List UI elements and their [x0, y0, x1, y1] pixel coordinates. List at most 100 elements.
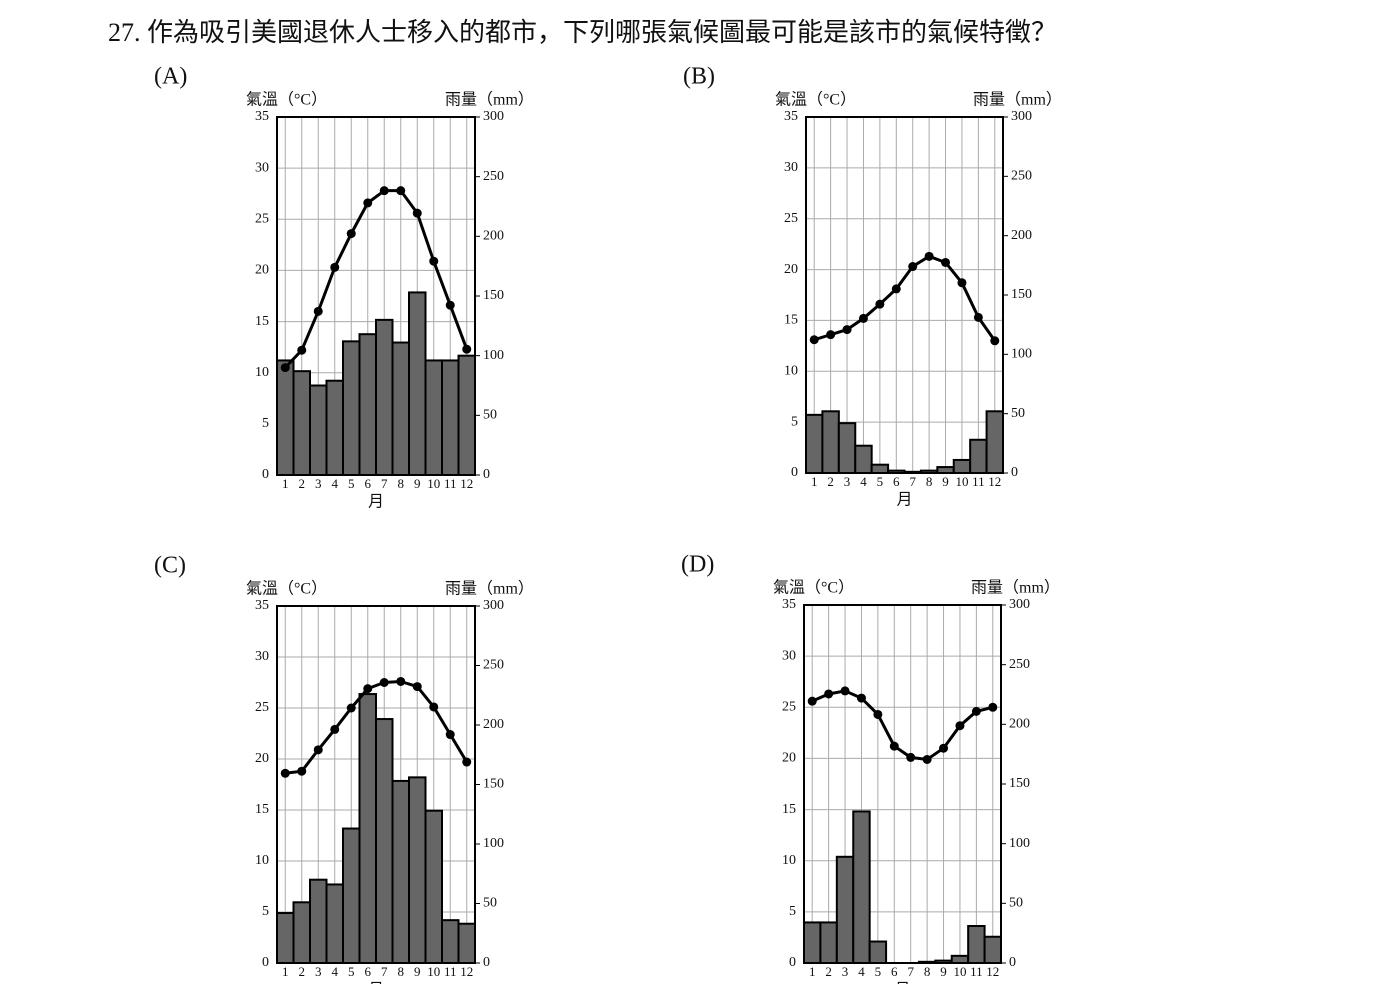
x-tick-label: 2 [825, 964, 832, 979]
y-tick-label: 15 [255, 314, 269, 329]
temp-point [462, 344, 472, 354]
y2-axis-label: 雨量（mm） [971, 579, 1060, 597]
y2-tick-label: 200 [483, 229, 504, 244]
x-tick-label: 8 [398, 964, 405, 979]
temp-point [346, 229, 356, 239]
temp-point [988, 702, 998, 712]
x-tick-label: 6 [365, 476, 372, 491]
plot-frame [803, 604, 1002, 964]
temp-point [429, 702, 439, 712]
precip-bar [292, 370, 311, 476]
precip-bar [325, 379, 344, 476]
x-tick-label: 11 [444, 964, 457, 979]
x-tick-label: 7 [381, 964, 388, 979]
y2-tick-label: 300 [1011, 109, 1032, 124]
panel-label: (A) [154, 64, 187, 90]
precip-bar [985, 410, 1004, 474]
y2-tick-label: 200 [1011, 228, 1032, 243]
y2-tick-label: 300 [483, 598, 504, 613]
temp-point [824, 689, 834, 699]
x-axis-label: 月 [368, 982, 384, 984]
y-tick-label: 5 [789, 904, 796, 919]
precip-bar [342, 340, 361, 477]
y-tick-label: 0 [789, 955, 796, 970]
y2-tick-label: 0 [483, 955, 490, 970]
precip-bar [375, 718, 394, 964]
x-tick-label: 9 [942, 474, 949, 489]
y-tick-label: 30 [255, 160, 269, 175]
precip-bar [854, 444, 873, 474]
x-tick-label: 12 [460, 476, 473, 491]
temp-point [396, 676, 406, 686]
y-axis-label: 氣溫（°C） [773, 579, 854, 597]
temp-point [842, 325, 852, 335]
precip-bar [952, 458, 972, 474]
x-tick-label: 9 [414, 964, 421, 979]
x-tick-label: 10 [427, 476, 440, 491]
panel-label: (D) [681, 552, 714, 578]
x-tick-label: 10 [953, 964, 966, 979]
x-tick-label: 8 [924, 964, 931, 979]
x-tick-label: 7 [907, 964, 914, 979]
y2-tick-label: 300 [483, 109, 504, 124]
temp-point [922, 754, 932, 764]
y2-tick-label: 150 [1011, 287, 1032, 302]
x-tick-label: 12 [460, 964, 473, 979]
y-axis-label: 氣溫（°C） [775, 91, 856, 109]
temp-point [891, 284, 901, 294]
y2-tick-label: 300 [1009, 597, 1030, 612]
precip-bar [969, 438, 988, 475]
temp-point [889, 741, 899, 751]
y-tick-label: 25 [255, 700, 269, 715]
temp-point [875, 299, 885, 309]
y-tick-label: 35 [782, 597, 796, 612]
y2-tick-label: 150 [1009, 776, 1030, 791]
y2-tick-label: 0 [483, 467, 490, 482]
temp-point [939, 743, 949, 753]
x-tick-label: 4 [860, 474, 867, 489]
precip-bar [292, 901, 311, 964]
precip-bar [325, 883, 344, 965]
temp-point [941, 257, 951, 267]
precip-bar [868, 940, 888, 965]
precip-bar [375, 318, 394, 476]
temp-point [873, 709, 883, 719]
x-tick-label: 11 [972, 474, 985, 489]
y2-tick-label: 250 [483, 658, 504, 673]
y-tick-label: 0 [791, 465, 798, 480]
temp-point [856, 693, 866, 703]
temp-point [346, 703, 356, 713]
precip-bar [424, 359, 443, 476]
y2-axis-label: 雨量（mm） [445, 91, 534, 109]
precip-bar [358, 333, 377, 477]
x-tick-label: 5 [877, 474, 884, 489]
x-tick-label: 1 [282, 476, 289, 491]
temp-point [445, 730, 455, 740]
precip-bar [457, 922, 476, 964]
y-tick-label: 5 [791, 414, 798, 429]
x-tick-label: 9 [940, 964, 947, 979]
x-tick-label: 8 [926, 474, 933, 489]
temp-point [379, 186, 389, 196]
y2-tick-label: 200 [483, 717, 504, 732]
temp-point [906, 752, 916, 762]
precip-bar [391, 341, 410, 477]
precip-bar [983, 935, 1002, 964]
temp-point [412, 682, 422, 692]
precip-bar [803, 921, 822, 965]
precip-bar [342, 827, 361, 965]
y2-tick-label: 50 [483, 896, 497, 911]
y-tick-label: 35 [255, 109, 269, 124]
precip-bar [870, 463, 890, 474]
temp-point [445, 300, 455, 310]
precip-bar [276, 359, 295, 476]
temp-point [379, 678, 389, 687]
x-tick-label: 3 [315, 476, 322, 491]
y-tick-label: 25 [782, 700, 796, 715]
y2-tick-label: 150 [483, 777, 504, 792]
x-tick-label: 7 [381, 476, 388, 491]
temp-point [990, 336, 1000, 346]
x-tick-label: 3 [315, 964, 322, 979]
y2-tick-label: 50 [1009, 896, 1023, 911]
precip-bar [309, 878, 328, 965]
